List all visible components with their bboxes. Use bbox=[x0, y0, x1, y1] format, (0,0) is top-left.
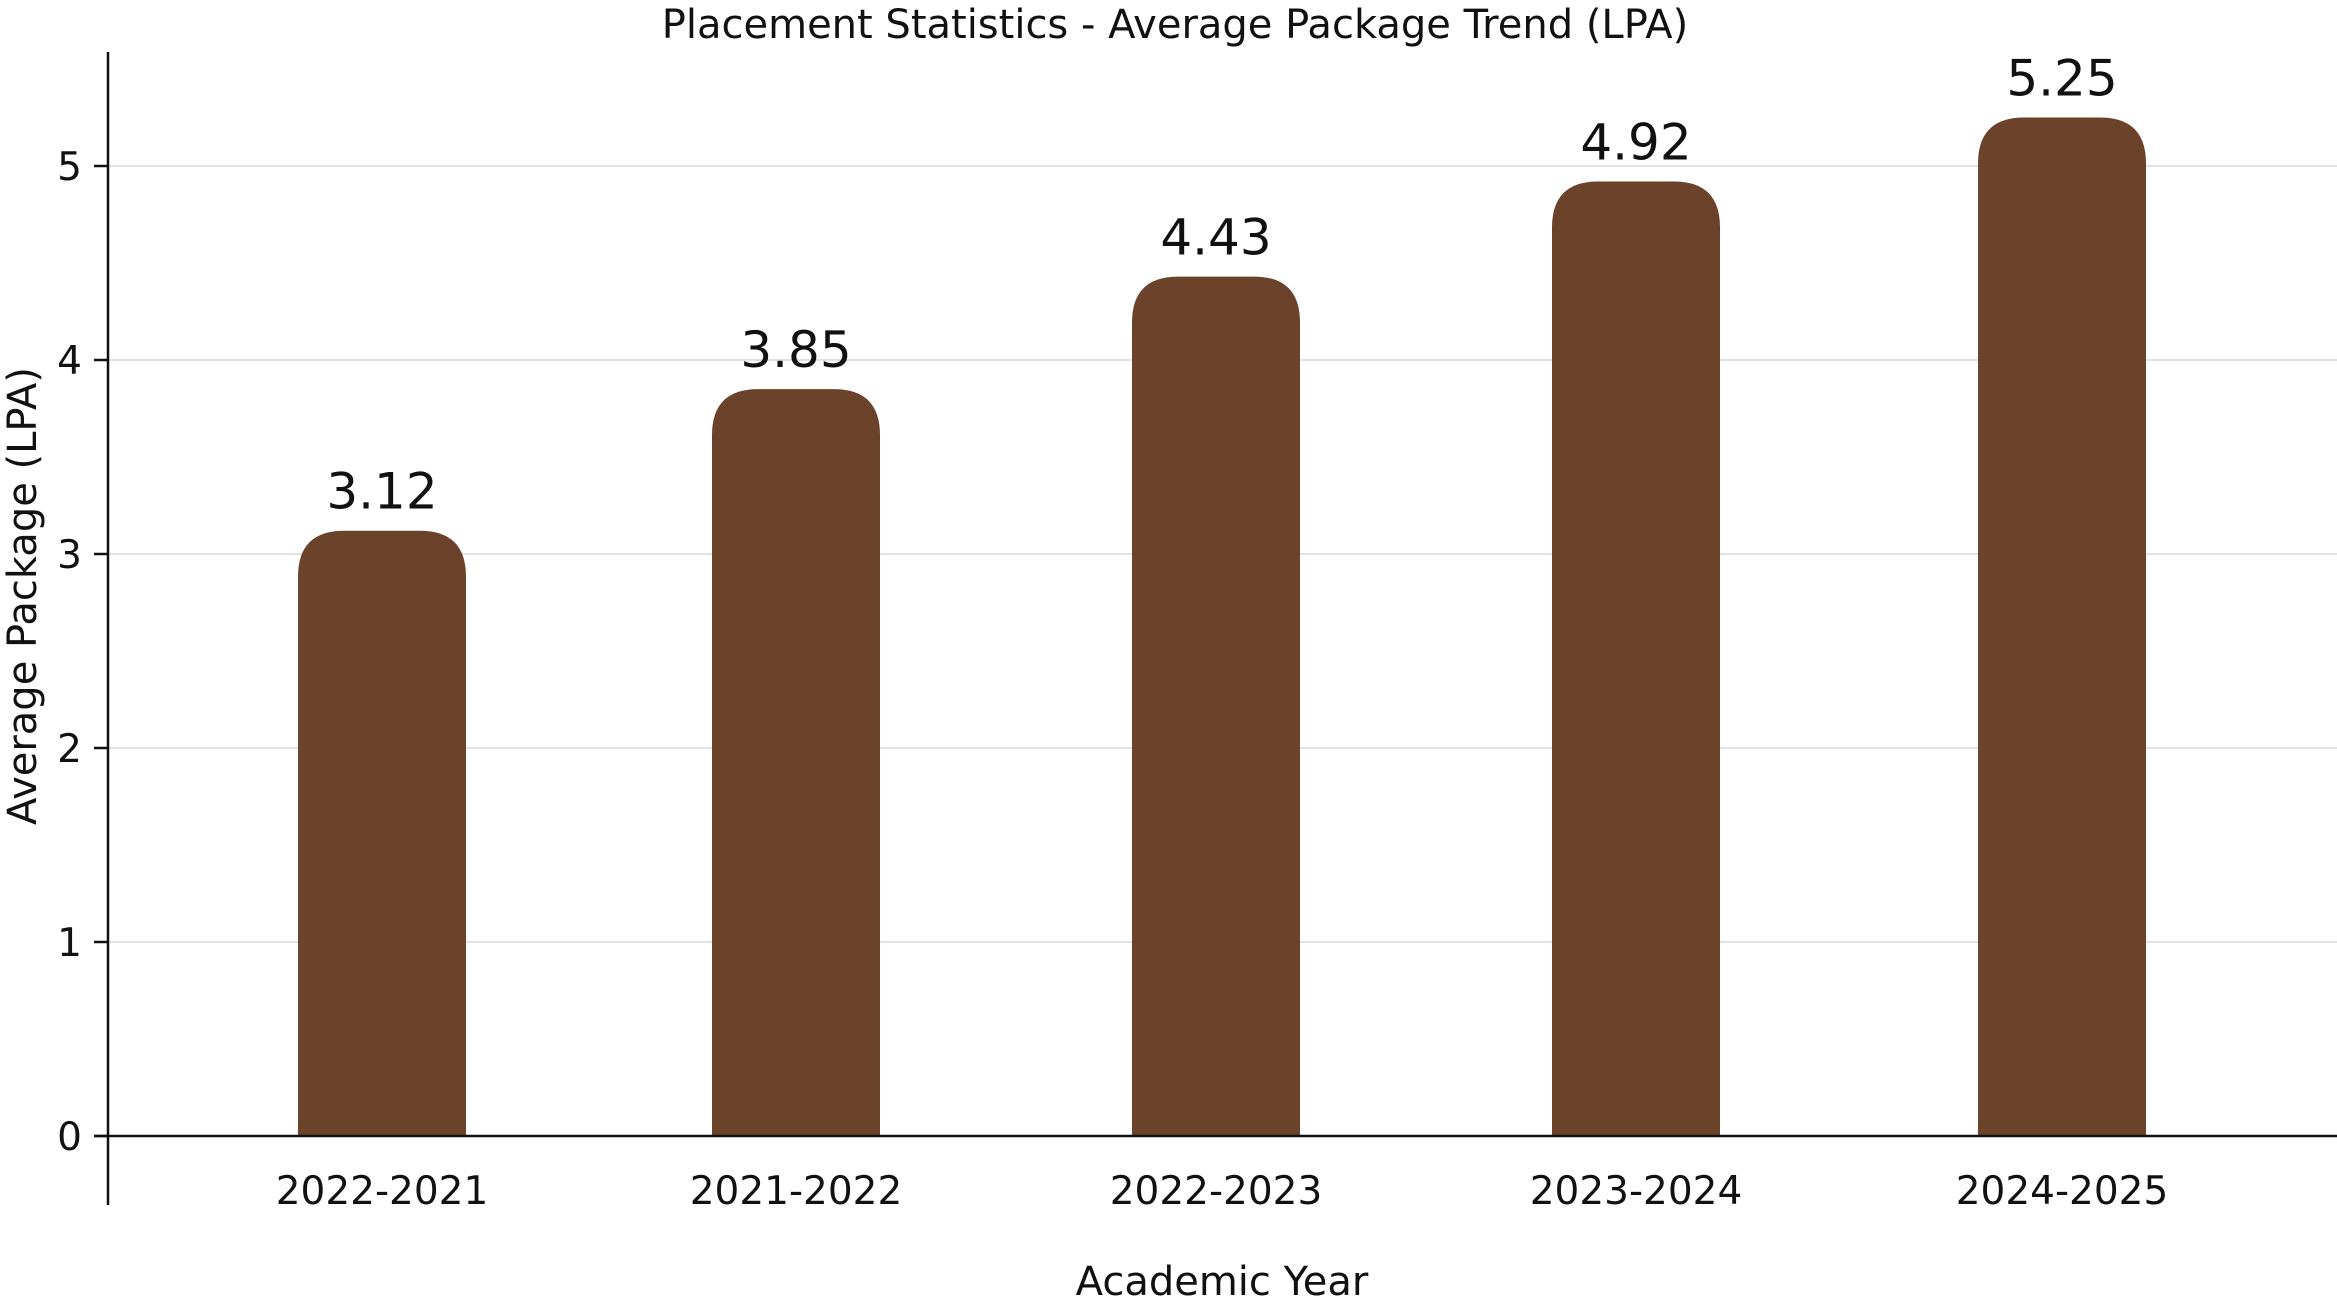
y-tick-label: 3 bbox=[57, 533, 82, 578]
bar-value-label: 4.43 bbox=[1160, 209, 1271, 267]
y-tick-label: 5 bbox=[57, 145, 82, 190]
y-axis-ticks: 0 1 2 3 4 5 bbox=[57, 145, 108, 1160]
x-axis-ticks: 2022-2021 2021-2022 2022-2023 2023-2024 2024… bbox=[276, 1169, 2169, 1214]
chart-title: Placement Statistics - Average Package T… bbox=[662, 2, 1688, 48]
bar bbox=[712, 389, 880, 1137]
bar bbox=[298, 530, 466, 1136]
y-tick-label: 2 bbox=[57, 727, 82, 772]
y-axis-label: Average Package (LPA) bbox=[0, 367, 46, 825]
data-labels: 3.12 3.85 4.43 4.92 5.25 bbox=[326, 50, 2117, 521]
x-tick-label: 2022-2021 bbox=[276, 1169, 489, 1214]
bar bbox=[1978, 117, 2146, 1136]
x-tick-label: 2024-2025 bbox=[1956, 1169, 2169, 1214]
y-tick-label: 0 bbox=[57, 1115, 82, 1160]
x-tick-label: 2023-2024 bbox=[1530, 1169, 1743, 1214]
bar-value-label: 4.92 bbox=[1580, 114, 1691, 172]
bar-value-label: 5.25 bbox=[2006, 50, 2117, 108]
y-tick-label: 1 bbox=[57, 921, 82, 966]
x-tick-label: 2021-2022 bbox=[690, 1169, 903, 1214]
bars bbox=[298, 117, 2146, 1137]
x-axis-label: Academic Year bbox=[1076, 1259, 1369, 1300]
y-tick-label: 4 bbox=[57, 339, 82, 384]
x-tick-label: 2022-2023 bbox=[1110, 1169, 1323, 1214]
bar-value-label: 3.12 bbox=[326, 463, 437, 521]
bar bbox=[1552, 181, 1720, 1136]
bar-value-label: 3.85 bbox=[740, 321, 851, 379]
bar bbox=[1132, 276, 1300, 1137]
